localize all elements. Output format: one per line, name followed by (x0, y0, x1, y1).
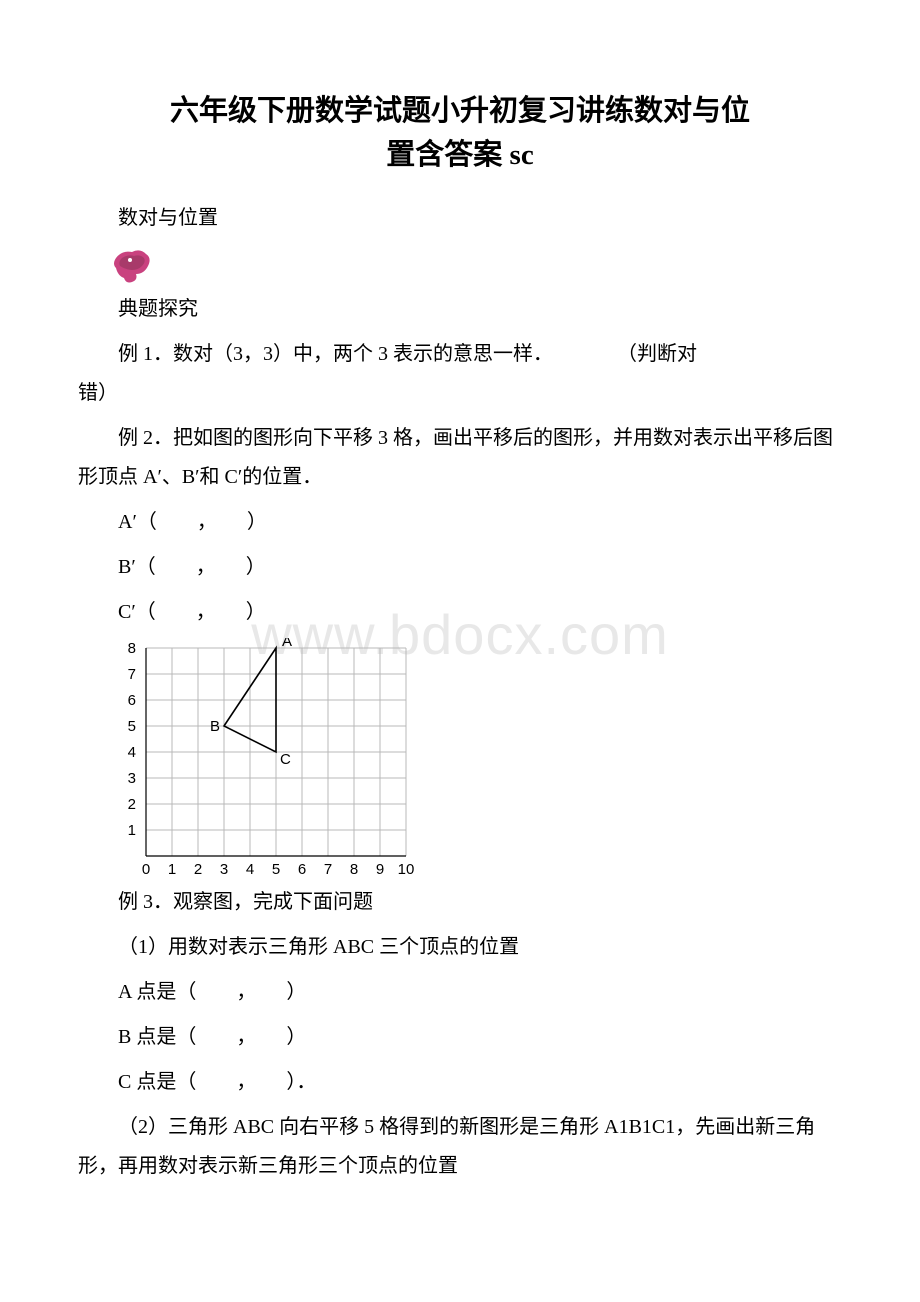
svg-text:5: 5 (128, 718, 136, 735)
svg-text:7: 7 (324, 861, 332, 878)
paragraph: 例 1．数对（3，3）中，两个 3 表示的意思一样． （判断对错） (78, 335, 842, 413)
decorative-icon (110, 244, 842, 286)
text: （判断对 (617, 343, 697, 365)
svg-text:3: 3 (220, 861, 228, 878)
paragraph: 典题探究 (78, 290, 842, 329)
paragraph: （2）三角形 ABC 向右平移 5 格得到的新图形是三角形 A1B1C1，先画出… (78, 1108, 842, 1186)
coordinate-grid-chart: 1 2 3 4 5 6 7 8 0 1 2 3 4 5 6 7 8 9 10 A B C (110, 638, 842, 883)
paragraph: 例 3．观察图，完成下面问题 (78, 883, 842, 922)
svg-text:9: 9 (376, 861, 384, 878)
document-content: 六年级下册数学试题小升初复习讲练数对与位 置含答案 sc 数对与位置 典题探究 … (78, 90, 842, 1186)
blank-field: B′（ ， ） (78, 548, 842, 587)
blank-field: A 点是（ ， ） (78, 973, 842, 1012)
svg-text:6: 6 (298, 861, 306, 878)
svg-text:6: 6 (128, 692, 136, 709)
svg-text:2: 2 (194, 861, 202, 878)
blank-field: C 点是（ ， ）． (78, 1063, 842, 1102)
paragraph: 例 2．把如图的图形向下平移 3 格，画出平移后的图形，并用数对表示出平移后图形… (78, 419, 842, 497)
svg-text:4: 4 (128, 744, 136, 761)
svg-text:A: A (282, 638, 292, 650)
svg-text:3: 3 (128, 770, 136, 787)
text: （2）三角形 ABC 向右平移 5 格得到的新图形是三角形 A1B1C1，先画出… (78, 1116, 815, 1177)
svg-text:8: 8 (350, 861, 358, 878)
svg-text:1: 1 (168, 861, 176, 878)
svg-text:4: 4 (246, 861, 254, 878)
svg-text:B: B (210, 718, 220, 735)
title-line-2: 置含答案 sc (386, 139, 533, 171)
svg-text:5: 5 (272, 861, 280, 878)
text: 错） (78, 382, 118, 404)
paragraph: 数对与位置 (78, 199, 842, 238)
text: 例 2．把如图的图形向下平移 3 格，画出平移后的图形，并用数对表示出平移后图形… (78, 427, 833, 488)
svg-text:8: 8 (128, 640, 136, 657)
blank-field: B 点是（ ， ） (78, 1018, 842, 1057)
svg-text:0: 0 (142, 861, 150, 878)
svg-text:C: C (280, 751, 291, 768)
blank-field: C′（ ， ） (78, 593, 842, 632)
svg-text:10: 10 (398, 861, 415, 878)
svg-text:2: 2 (128, 796, 136, 813)
svg-text:1: 1 (128, 822, 136, 839)
text: 例 1．数对（3，3）中，两个 3 表示的意思一样． (118, 343, 553, 365)
blank-field: A′（ ， ） (78, 503, 842, 542)
svg-text:7: 7 (128, 666, 136, 683)
document-title: 六年级下册数学试题小升初复习讲练数对与位 置含答案 sc (78, 90, 842, 177)
title-line-1: 六年级下册数学试题小升初复习讲练数对与位 (170, 95, 750, 127)
paragraph: （1）用数对表示三角形 ABC 三个顶点的位置 (78, 928, 842, 967)
